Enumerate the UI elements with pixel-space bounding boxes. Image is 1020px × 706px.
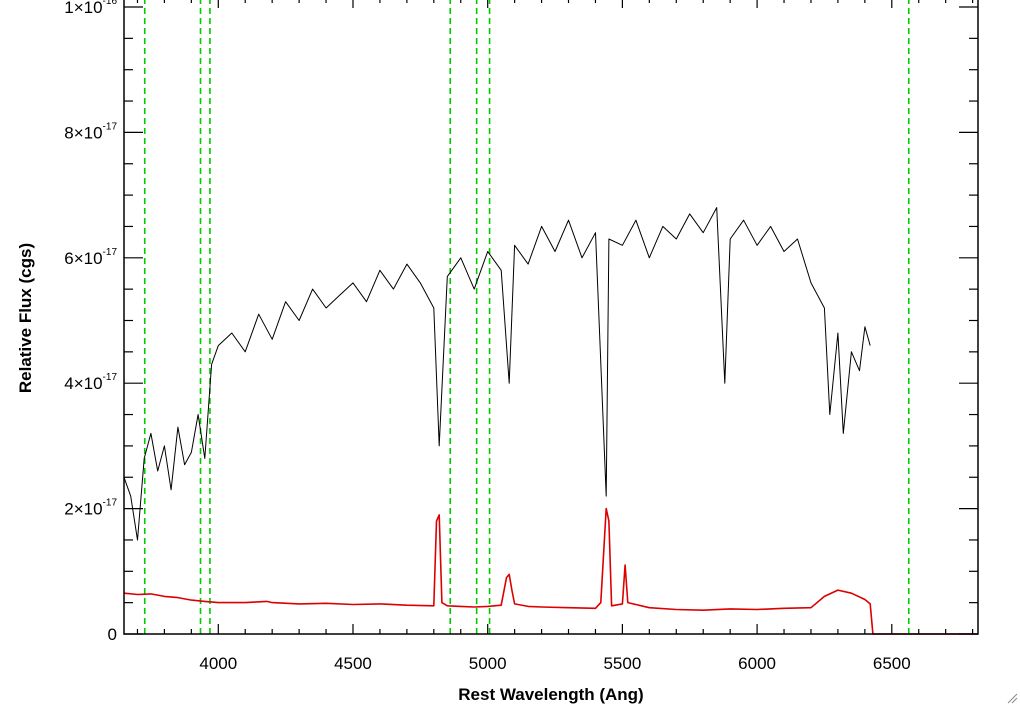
plot-frame xyxy=(123,0,979,635)
axis-ticks xyxy=(124,0,978,635)
x-tick-label: 6500 xyxy=(873,654,911,673)
emission-line-markers xyxy=(143,0,910,634)
x-tick-label: 4000 xyxy=(199,654,237,673)
x-tick-label: 6000 xyxy=(738,654,776,673)
series-line-2 xyxy=(123,507,978,635)
x-axis-title: Rest Wavelength (Ang) xyxy=(458,685,643,704)
x-tick-label: 4500 xyxy=(334,654,372,673)
resize-grip-icon[interactable] xyxy=(1006,692,1018,704)
y-axis-title: Relative Flux (cgs) xyxy=(16,243,35,393)
series-line-1 xyxy=(123,207,871,541)
spectrum-series xyxy=(123,207,978,635)
x-tick-label: 5500 xyxy=(603,654,641,673)
x-tick-label: 5000 xyxy=(469,654,507,673)
y-tick-label: 0 xyxy=(108,625,117,644)
